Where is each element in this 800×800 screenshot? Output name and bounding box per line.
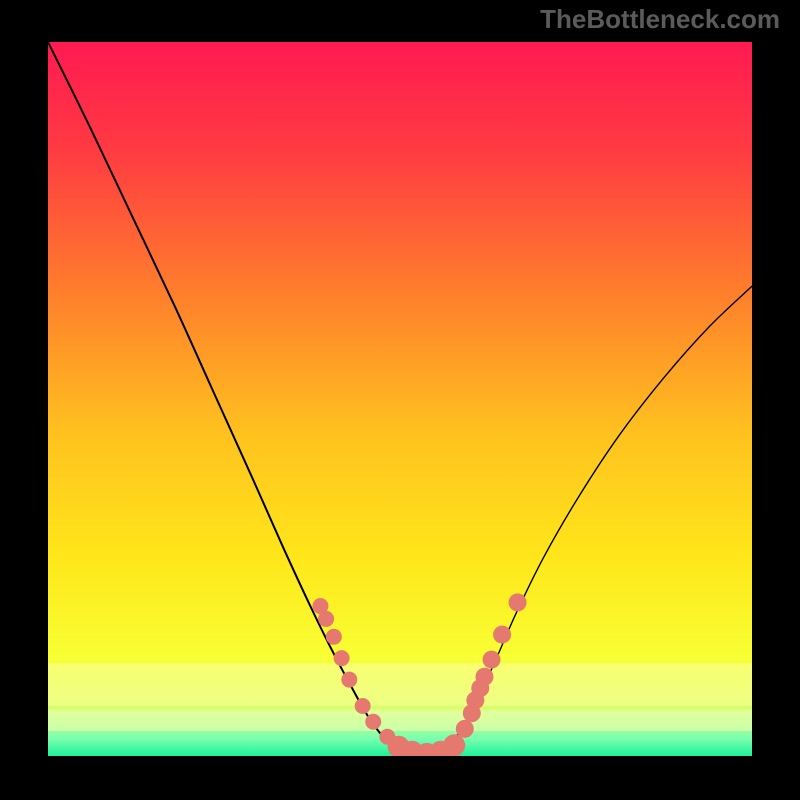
data-marker xyxy=(318,611,334,627)
data-marker xyxy=(475,668,493,686)
isoluminant-band xyxy=(48,663,752,706)
data-marker xyxy=(334,650,350,666)
data-marker xyxy=(456,720,474,738)
bottleneck-chart: TheBottleneck.com xyxy=(0,0,800,800)
plot-area xyxy=(48,42,752,765)
data-marker xyxy=(443,734,465,756)
data-marker xyxy=(326,629,342,645)
chart-root: TheBottleneck.com xyxy=(0,0,800,800)
data-marker xyxy=(365,714,381,730)
data-marker xyxy=(355,698,371,714)
watermark-text: TheBottleneck.com xyxy=(540,4,780,34)
data-marker xyxy=(509,593,527,611)
isoluminant-bands xyxy=(48,663,752,731)
isoluminant-band xyxy=(48,710,752,731)
data-marker xyxy=(341,672,357,688)
data-marker xyxy=(493,626,511,644)
data-marker xyxy=(483,651,501,669)
